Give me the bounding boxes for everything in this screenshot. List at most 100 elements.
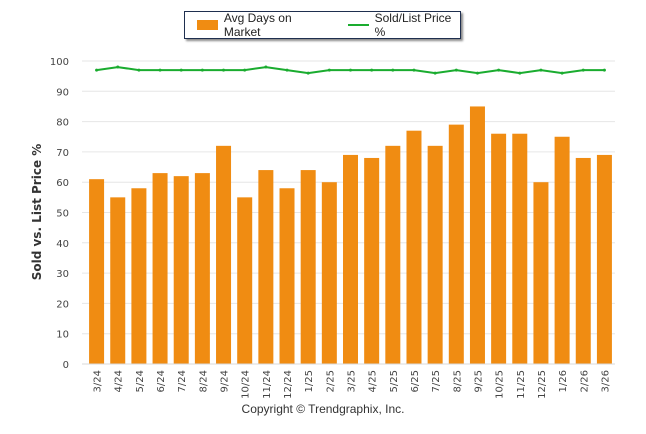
bar-7-25[interactable] [427, 145, 443, 364]
bar-2-25[interactable] [321, 182, 337, 364]
line-point-1-25[interactable] [306, 71, 310, 75]
bar-3-25[interactable] [343, 154, 358, 364]
y-tick-label: 90 [56, 87, 69, 98]
line-point-8-24[interactable] [200, 68, 204, 72]
line-point-12-25[interactable] [539, 68, 543, 72]
line-point-1-26[interactable] [560, 71, 564, 75]
line-point-8-25[interactable] [454, 68, 458, 72]
y-tick-label: 50 [56, 209, 69, 220]
bar-3-24[interactable] [89, 179, 105, 364]
x-tick-label: 2/25 [325, 370, 336, 392]
line-point-4-24[interactable] [116, 65, 120, 69]
x-tick-label: 10/24 [241, 370, 252, 399]
bar-5-25[interactable] [385, 145, 401, 364]
x-tick-label: 3/25 [347, 370, 358, 392]
y-tick-label: 100 [50, 57, 69, 68]
x-tick-label: 6/24 [156, 370, 167, 392]
bar-4-24[interactable] [110, 197, 126, 364]
bar-6-25[interactable] [406, 130, 422, 364]
line-point-9-24[interactable] [222, 68, 226, 72]
x-tick-label: 8/24 [198, 370, 209, 392]
x-tick-label: 5/25 [389, 370, 400, 392]
bar-9-25[interactable] [469, 106, 485, 364]
line-point-11-25[interactable] [518, 71, 522, 75]
x-tick-label: 6/25 [410, 370, 421, 392]
bar-5-24[interactable] [131, 188, 147, 364]
line-point-2-25[interactable] [327, 68, 331, 72]
x-tick-label: 4/24 [114, 370, 125, 392]
line-point-10-24[interactable] [243, 68, 247, 72]
y-tick-label: 40 [56, 239, 69, 250]
x-axis-ticks: 3/24 4/24 5/24 6/24 7/24 8/24 9/24 10/24 11/24 12… [82, 363, 615, 399]
x-tick-label: 9/25 [473, 370, 484, 392]
y-tick-label: 20 [56, 299, 69, 310]
x-tick-label: 4/25 [368, 370, 379, 392]
bar-10-25[interactable] [491, 133, 507, 364]
y-tick-label: 10 [56, 330, 69, 341]
line-point-5-25[interactable] [391, 68, 395, 72]
x-tick-label: 12/24 [283, 370, 294, 399]
bar-8-25[interactable] [448, 124, 464, 364]
bar-10-24[interactable] [237, 197, 253, 364]
line-point-9-25[interactable] [475, 71, 479, 75]
legend-item-sold-list[interactable]: Sold/List Price % [338, 11, 460, 39]
line-point-11-24[interactable] [264, 65, 268, 69]
x-tick-label: 1/25 [304, 370, 315, 392]
bar-12-24[interactable] [279, 188, 295, 364]
x-tick-label: 8/25 [452, 370, 463, 392]
y-tick-label: 80 [56, 118, 69, 129]
x-tick-label: 3/26 [600, 370, 611, 392]
legend-label-avg-days: Avg Days on Market [223, 11, 292, 39]
chart: 0 10 20 30 40 50 60 70 80 90 100 Sold vs. List Pri… [30, 57, 615, 399]
bar-2-26[interactable] [575, 157, 591, 364]
bar-1-26[interactable] [554, 136, 570, 364]
y-tick-label: 30 [56, 269, 69, 280]
x-tick-label: 9/24 [220, 370, 231, 392]
x-tick-label: 10/25 [495, 370, 506, 399]
line-point-5-24[interactable] [137, 68, 141, 72]
legend-bar-swatch [197, 20, 218, 30]
line-point-3-25[interactable] [349, 68, 352, 72]
x-tick-label: 5/24 [135, 370, 146, 392]
x-tick-label: 2/26 [579, 370, 590, 392]
line-series [95, 65, 606, 75]
line-point-2-26[interactable] [581, 68, 585, 72]
bar-3-26[interactable] [596, 154, 612, 364]
y-tick-label: 0 [63, 360, 69, 371]
bar-12-25[interactable] [533, 182, 549, 364]
copyright: Copyright © Trendgraphix, Inc. [241, 402, 405, 416]
y-axis-ticks: 0 10 20 30 40 50 60 70 80 90 100 [50, 57, 69, 371]
x-tick-label: 7/25 [431, 370, 442, 392]
x-tick-label: 1/26 [558, 370, 569, 392]
legend-label-sold-list: Sold/List Price % [374, 11, 452, 39]
line-point-12-24[interactable] [285, 68, 289, 72]
line-point-3-24[interactable] [95, 68, 99, 72]
y-axis-label: Sold vs. List Price % [30, 144, 44, 281]
line-point-6-24[interactable] [158, 68, 162, 72]
line-point-10-25[interactable] [497, 68, 501, 72]
bar-11-24[interactable] [258, 170, 274, 364]
bar-9-24[interactable] [216, 145, 232, 364]
y-tick-label: 70 [56, 148, 69, 159]
legend-item-avg-days[interactable]: Avg Days on Market [197, 11, 326, 39]
bar-4-25[interactable] [364, 157, 380, 364]
line-point-4-25[interactable] [370, 68, 374, 72]
bar-7-24[interactable] [173, 176, 189, 364]
x-tick-label: 12/25 [537, 370, 548, 399]
x-tick-label: 11/24 [262, 370, 273, 399]
bar-series [89, 106, 612, 364]
x-tick-label: 7/24 [177, 370, 188, 392]
line-point-3-26[interactable] [602, 68, 606, 72]
line-point-7-25[interactable] [433, 71, 437, 75]
bar-6-24[interactable] [152, 173, 168, 364]
legend-line-swatch [347, 24, 369, 26]
y-tick-label: 60 [56, 178, 69, 189]
bar-1-25[interactable] [300, 170, 316, 364]
bar-8-24[interactable] [194, 173, 210, 364]
bar-11-25[interactable] [512, 133, 528, 364]
line-point-6-25[interactable] [412, 68, 416, 72]
x-tick-label: 11/25 [516, 370, 527, 399]
legend: Avg Days on Market Sold/List Price % [184, 11, 461, 39]
line-point-7-24[interactable] [179, 68, 183, 72]
x-tick-label: 3/24 [93, 370, 104, 392]
